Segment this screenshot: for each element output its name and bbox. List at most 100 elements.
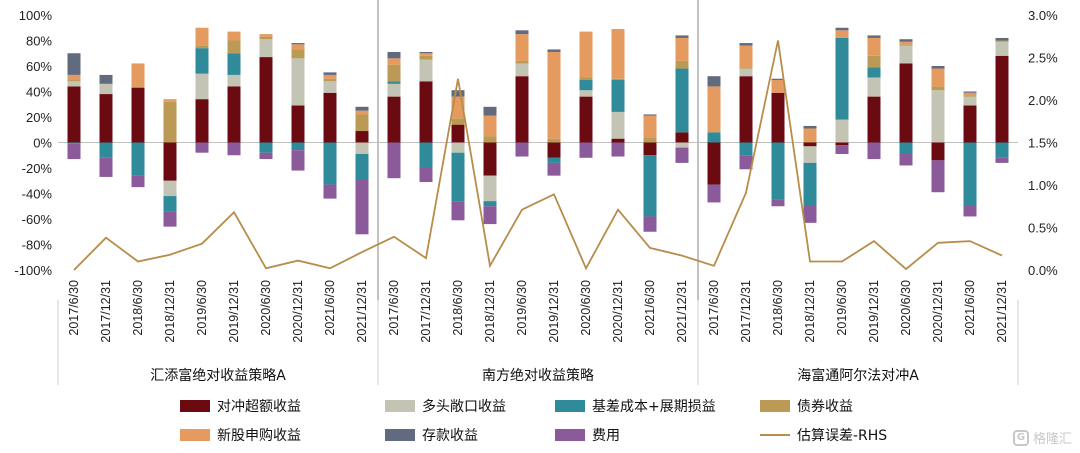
x-axis-tick-label: 2021/12/31 xyxy=(995,280,1009,343)
x-axis-tick-label: 2019/6/30 xyxy=(835,280,849,336)
left-axis-tick-label: 0% xyxy=(33,136,52,151)
bar-segment xyxy=(739,67,753,69)
bar-segment xyxy=(963,92,977,96)
bar-segment xyxy=(67,86,81,143)
left-axis-tick-label: -60% xyxy=(22,212,53,227)
bar-segment xyxy=(707,86,721,133)
x-axis-tick-label: 2020/12/31 xyxy=(291,280,305,343)
bar-segment xyxy=(611,80,625,112)
x-axis-tick-label: 2021/12/31 xyxy=(355,280,369,343)
left-axis-tick-label: 20% xyxy=(26,110,52,125)
bar-segment xyxy=(99,142,113,158)
x-axis-tick-label: 2017/6/30 xyxy=(387,280,401,336)
bar-segment xyxy=(355,114,369,132)
group-label: 南方绝对收益策略 xyxy=(482,367,594,384)
bar-segment xyxy=(67,143,81,160)
chart-legend: 对冲超额收益 多头敞口收益 基差成本+展期损益 债券收益 新股申购收益 存款收益 费用 估算误… xyxy=(180,396,900,445)
bar-segment xyxy=(419,81,433,143)
x-axis-tick-label: 2021/12/31 xyxy=(675,280,689,343)
bar-segment xyxy=(579,31,593,78)
bar-segment xyxy=(675,68,689,133)
bar-segment xyxy=(355,153,369,180)
legend-color-swatch xyxy=(555,400,585,412)
bar-segment xyxy=(771,80,785,93)
bar-segment xyxy=(547,157,561,163)
bar-segment xyxy=(227,142,241,156)
bar-segment xyxy=(739,45,753,68)
bar-segment xyxy=(995,142,1009,158)
bar-segment xyxy=(355,106,369,111)
bar-segment xyxy=(931,68,945,87)
bar-segment xyxy=(67,53,81,75)
bar-segment xyxy=(899,153,913,166)
legend-item: 估算误差-RHS xyxy=(760,425,900,445)
bar-segment xyxy=(387,64,401,82)
bar-segment xyxy=(515,76,529,143)
left-axis-tick-label: -40% xyxy=(22,187,53,202)
bar-segment xyxy=(547,162,561,176)
bar-segment xyxy=(451,90,465,97)
bar-segment xyxy=(643,115,657,138)
bar-segment xyxy=(867,35,881,38)
bar-segment xyxy=(419,168,433,183)
legend-label: 费用 xyxy=(592,428,620,444)
bar-segment xyxy=(227,86,241,143)
bar-segment xyxy=(995,37,1009,41)
x-axis-tick-label: 2018/12/31 xyxy=(163,280,177,343)
bar-segment xyxy=(867,55,881,68)
right-axis-tick-label: 1.0% xyxy=(1028,178,1058,193)
legend-item: 基差成本+展期损益 xyxy=(555,396,760,416)
bar-segment xyxy=(99,74,113,84)
bar-segment xyxy=(419,51,433,54)
bar-segment xyxy=(259,57,273,143)
bar-segment xyxy=(963,105,977,143)
legend-item: 存款收益 xyxy=(385,425,555,445)
x-axis-tick-label: 2020/6/30 xyxy=(579,280,593,336)
bar-segment xyxy=(771,142,785,200)
bar-segment xyxy=(995,41,1009,56)
bar-segment xyxy=(611,29,625,79)
bar-segment xyxy=(995,40,1009,42)
bar-segment xyxy=(99,94,113,143)
bar-segment xyxy=(131,86,145,88)
bar-segment xyxy=(163,101,177,143)
bar-segment xyxy=(611,142,625,157)
x-axis-tick-label: 2021/6/30 xyxy=(323,280,337,336)
bar-segment xyxy=(99,157,113,177)
legend-item: 多头敞口收益 xyxy=(385,396,555,416)
bar-segment xyxy=(931,142,945,161)
bar-segment xyxy=(291,58,305,106)
bar-segment xyxy=(163,196,177,212)
bar-segment xyxy=(483,106,497,116)
bar-segment xyxy=(963,95,977,97)
legend-line-swatch xyxy=(760,434,790,436)
bar-segment xyxy=(195,48,209,74)
legend-item: 债券收益 xyxy=(760,396,900,416)
right-axis-tick-label: 0.5% xyxy=(1028,221,1058,236)
x-axis-tick-label: 2018/6/30 xyxy=(771,280,785,336)
bar-segment xyxy=(867,142,881,160)
x-axis-tick-label: 2017/12/31 xyxy=(419,280,433,343)
bar-segment xyxy=(899,142,913,154)
x-axis-tick-label: 2019/6/30 xyxy=(515,280,529,336)
bar-segment xyxy=(291,49,305,59)
bar-segment xyxy=(675,60,689,69)
bar-segment xyxy=(291,142,305,151)
bar-segment xyxy=(643,142,657,156)
bar-segment xyxy=(355,179,369,235)
bar-segment xyxy=(707,76,721,87)
legend-color-swatch xyxy=(385,400,415,412)
bar-segment xyxy=(323,78,337,82)
bar-segment xyxy=(547,142,561,158)
bar-segment xyxy=(995,157,1009,163)
bar-segment xyxy=(451,201,465,221)
bar-segment xyxy=(67,74,81,81)
bar-segment xyxy=(803,146,817,163)
left-axis-tick-label: -20% xyxy=(22,161,53,176)
bar-segment xyxy=(931,86,945,91)
bar-segment xyxy=(291,105,305,143)
bar-segment xyxy=(163,99,177,102)
bar-segment xyxy=(707,132,721,143)
bar-segment xyxy=(419,55,433,60)
bar-segment xyxy=(803,128,817,142)
